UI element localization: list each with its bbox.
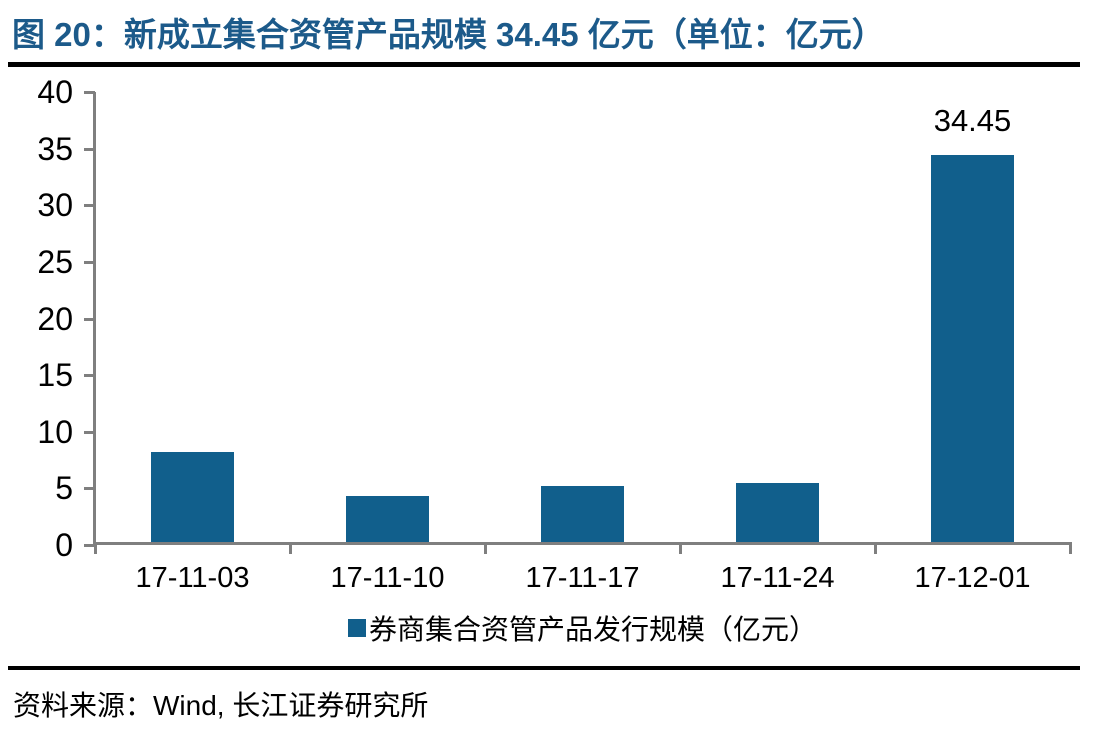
y-axis-line (93, 92, 96, 545)
x-axis-tick (483, 545, 487, 554)
y-axis-tick (84, 544, 95, 547)
x-axis-tick (1068, 545, 1072, 554)
y-tick-label: 0 (55, 527, 73, 563)
x-tick-label: 17-11-03 (135, 562, 250, 594)
legend-label: 券商集合资管产品发行规模（亿元） (368, 614, 817, 645)
title-divider-rule (8, 62, 1080, 67)
x-axis-tick (288, 545, 292, 554)
plot-area: 0 5 10 15 20 25 30 35 40 17-11-03 17-11-10 17-11-17… (37, 75, 1072, 594)
figure-title: 图 20：新成立集合资管产品规模 34.45 亿元（单位：亿元） (12, 16, 885, 53)
y-tick-label: 10 (37, 413, 73, 450)
y-tick-label: 30 (37, 187, 73, 224)
y-tick-label: 40 (37, 74, 73, 110)
source-divider-rule (8, 666, 1080, 670)
x-axis-tick (873, 545, 877, 554)
x-axis-tick (678, 545, 682, 554)
y-tick-label: 25 (37, 243, 73, 280)
y-tick-label: 15 (37, 357, 73, 394)
y-axis-tick (84, 374, 95, 378)
bar (931, 154, 1014, 545)
bar-chart: 0 5 10 15 20 25 30 35 40 17-11-03 17-11-10 17-11-17… (37, 75, 1072, 648)
x-tick-label: 17-12-01 (914, 562, 1031, 594)
y-tick-label: 20 (37, 300, 73, 337)
x-tick-label: 17-11-10 (330, 562, 445, 594)
bar-value-label: 34.45 (933, 102, 1012, 138)
y-axis-tick (84, 147, 95, 151)
bar (736, 482, 819, 545)
bar (151, 452, 234, 545)
legend-square-icon (347, 619, 366, 637)
y-axis-tick (84, 430, 95, 434)
y-tick-label: 35 (37, 130, 73, 167)
bar (541, 486, 624, 545)
x-tick-label: 17-11-17 (525, 562, 640, 594)
y-axis-tick (84, 91, 95, 94)
x-tick-label: 17-11-24 (720, 562, 835, 594)
chart-legend: 券商集合资管产品发行规模（亿元） (95, 608, 1070, 648)
y-axis-tick (84, 204, 95, 208)
x-axis-line (93, 542, 1072, 545)
y-axis-tick (84, 487, 95, 491)
y-tick-label: 5 (55, 470, 73, 507)
y-axis-tick (84, 260, 95, 264)
x-axis-tick (93, 545, 97, 554)
y-axis-tick (84, 317, 95, 321)
bar (346, 496, 429, 545)
source-note: 资料来源：Wind, 长江证券研究所 (13, 690, 429, 721)
